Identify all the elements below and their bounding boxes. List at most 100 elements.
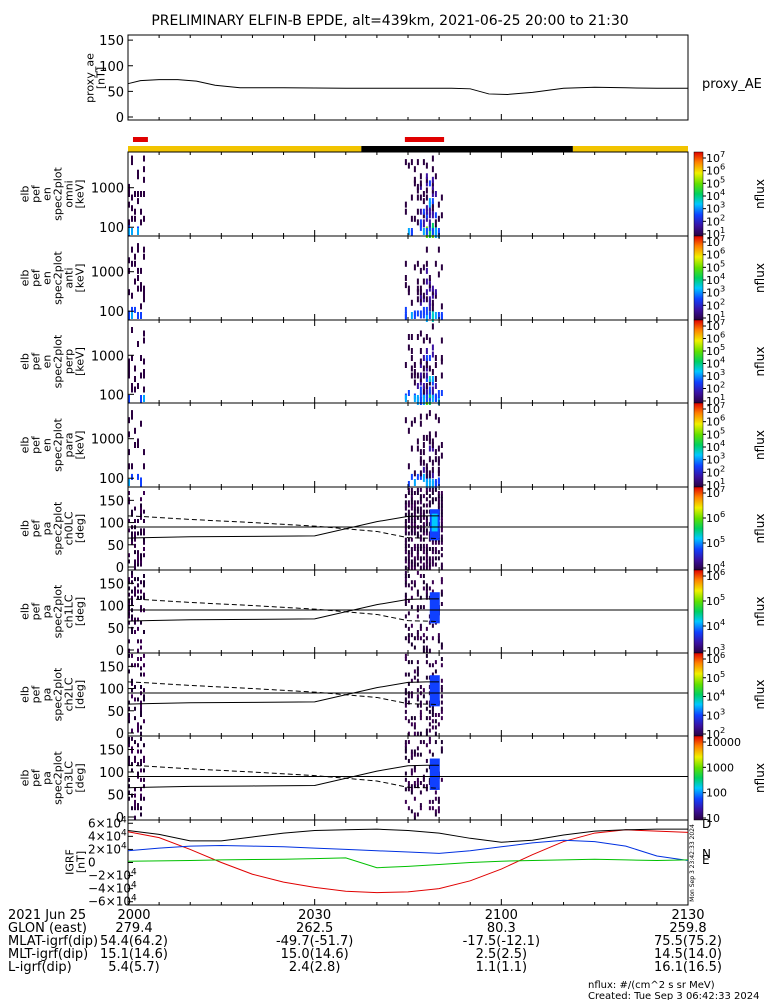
spectrogram-pixel [419, 194, 422, 201]
pa-pixel [128, 611, 130, 616]
igrf-component-label: E [702, 853, 710, 867]
pa-pixel [410, 547, 413, 551]
spectrogram-pixel [434, 413, 437, 420]
pa-pixel [425, 487, 428, 492]
spectrogram-pixel [419, 289, 422, 296]
spectrogram-pixel [407, 463, 410, 470]
pa-pixel [440, 509, 443, 514]
pa-pixel [407, 531, 410, 536]
pa-pixel [422, 531, 425, 536]
spectrogram-pixel [143, 166, 145, 173]
pa-pixel [128, 614, 130, 619]
y-tick-label: 2×104 [88, 841, 127, 856]
pa-pixel [404, 703, 407, 708]
pa-pixel [416, 589, 419, 594]
y-tick-label: 1000 [91, 349, 124, 364]
pa-pixel [407, 487, 410, 492]
pa-pixel [407, 719, 410, 724]
pa-pixel [410, 537, 413, 542]
spectrogram-pixel [140, 395, 142, 402]
spectrogram-pixel [128, 187, 130, 194]
pa-pixel [434, 719, 437, 724]
anti-loss-cone-line [127, 515, 440, 540]
pa-pixel [419, 605, 422, 610]
pa-pixel [422, 574, 425, 578]
colorbar-label: 105 [706, 258, 725, 274]
spec-ylabel-line: para [63, 433, 76, 458]
spectrogram-pixel [140, 372, 142, 379]
spectrogram-pixel [428, 445, 431, 452]
pa-pixel [413, 716, 416, 721]
spectrogram-pixel [128, 222, 130, 229]
pa-pixel [131, 768, 133, 773]
pa-pixel [404, 614, 407, 619]
spectrogram-pixel [413, 395, 416, 402]
pa-pixel [140, 531, 142, 536]
pa-pixel [419, 543, 422, 548]
pa-pixel [131, 574, 133, 578]
pa-pixel [404, 540, 407, 545]
pa-pixel [134, 562, 136, 567]
pa-pixel [140, 509, 142, 514]
pa-pixel [410, 755, 413, 760]
footer-time: 2000 [117, 908, 150, 923]
spectrogram-pixel [419, 459, 422, 466]
pa-pixel [407, 519, 410, 523]
pa-pixel [422, 694, 425, 699]
pa-pixel [431, 589, 434, 594]
pa-pixel [413, 512, 416, 517]
pa-pixel [416, 636, 419, 641]
pa-pixel [419, 731, 422, 736]
spectrogram-pixel [416, 260, 419, 267]
colorbar-gradient [693, 235, 704, 321]
pa-ylabel-line: pef [30, 685, 43, 704]
y-tick-label: 150 [99, 494, 124, 509]
pa-pixel [425, 731, 428, 736]
pa-pixel [407, 740, 410, 745]
colorbar-label: 10 [706, 812, 720, 825]
pa-pixel [128, 500, 130, 505]
pa-pixel [404, 543, 407, 548]
footer-value: 1.1(1.1) [476, 960, 528, 975]
colorbar-label: 102 [706, 725, 725, 741]
pa-pixel [437, 494, 440, 499]
spectrogram-pixel [422, 355, 425, 361]
pa-pixel [431, 500, 434, 505]
spectrogram-pixel [140, 285, 142, 292]
spectrogram-pixel [407, 162, 410, 169]
pa-pixel [410, 787, 413, 792]
pa-ylabel-line: elb [19, 686, 32, 703]
spectrogram-pixel [128, 463, 130, 470]
pa-pixel [404, 500, 407, 505]
pa-pixel [410, 550, 413, 555]
pa-pixel [422, 648, 425, 653]
pa-pixel [134, 565, 136, 570]
pa-pixel [437, 809, 440, 814]
pa-pixel [413, 812, 416, 817]
pa-pixel [419, 494, 422, 499]
pa-pixel [437, 633, 440, 638]
pa-pixel [419, 506, 422, 511]
spectrogram-pixel [422, 264, 425, 271]
pa-pixel [416, 562, 419, 567]
spectrogram-pixel [425, 296, 428, 303]
igrf-component-label: D [702, 817, 711, 831]
pa-pixel [140, 709, 142, 714]
spectrogram-pixel [425, 173, 428, 180]
pa-pixel [422, 543, 425, 548]
pa-ylabel-line: [deg] [74, 514, 87, 543]
pa-pixel [140, 700, 142, 705]
spectrogram-pixel [410, 194, 413, 201]
orbit-status-bar [128, 137, 688, 152]
colorbar-label: 105 [706, 425, 725, 441]
pa-pixel [440, 540, 443, 545]
y-tick-label: 50 [107, 622, 124, 637]
spectrogram-pixel [428, 470, 431, 479]
pa-pixel [128, 777, 130, 782]
pa-pixel [407, 626, 410, 631]
spectrogram-pixel [428, 208, 431, 215]
pa-pixel [134, 716, 136, 721]
spectrogram-pixel [422, 278, 425, 285]
colorbar-gradient [693, 319, 704, 404]
